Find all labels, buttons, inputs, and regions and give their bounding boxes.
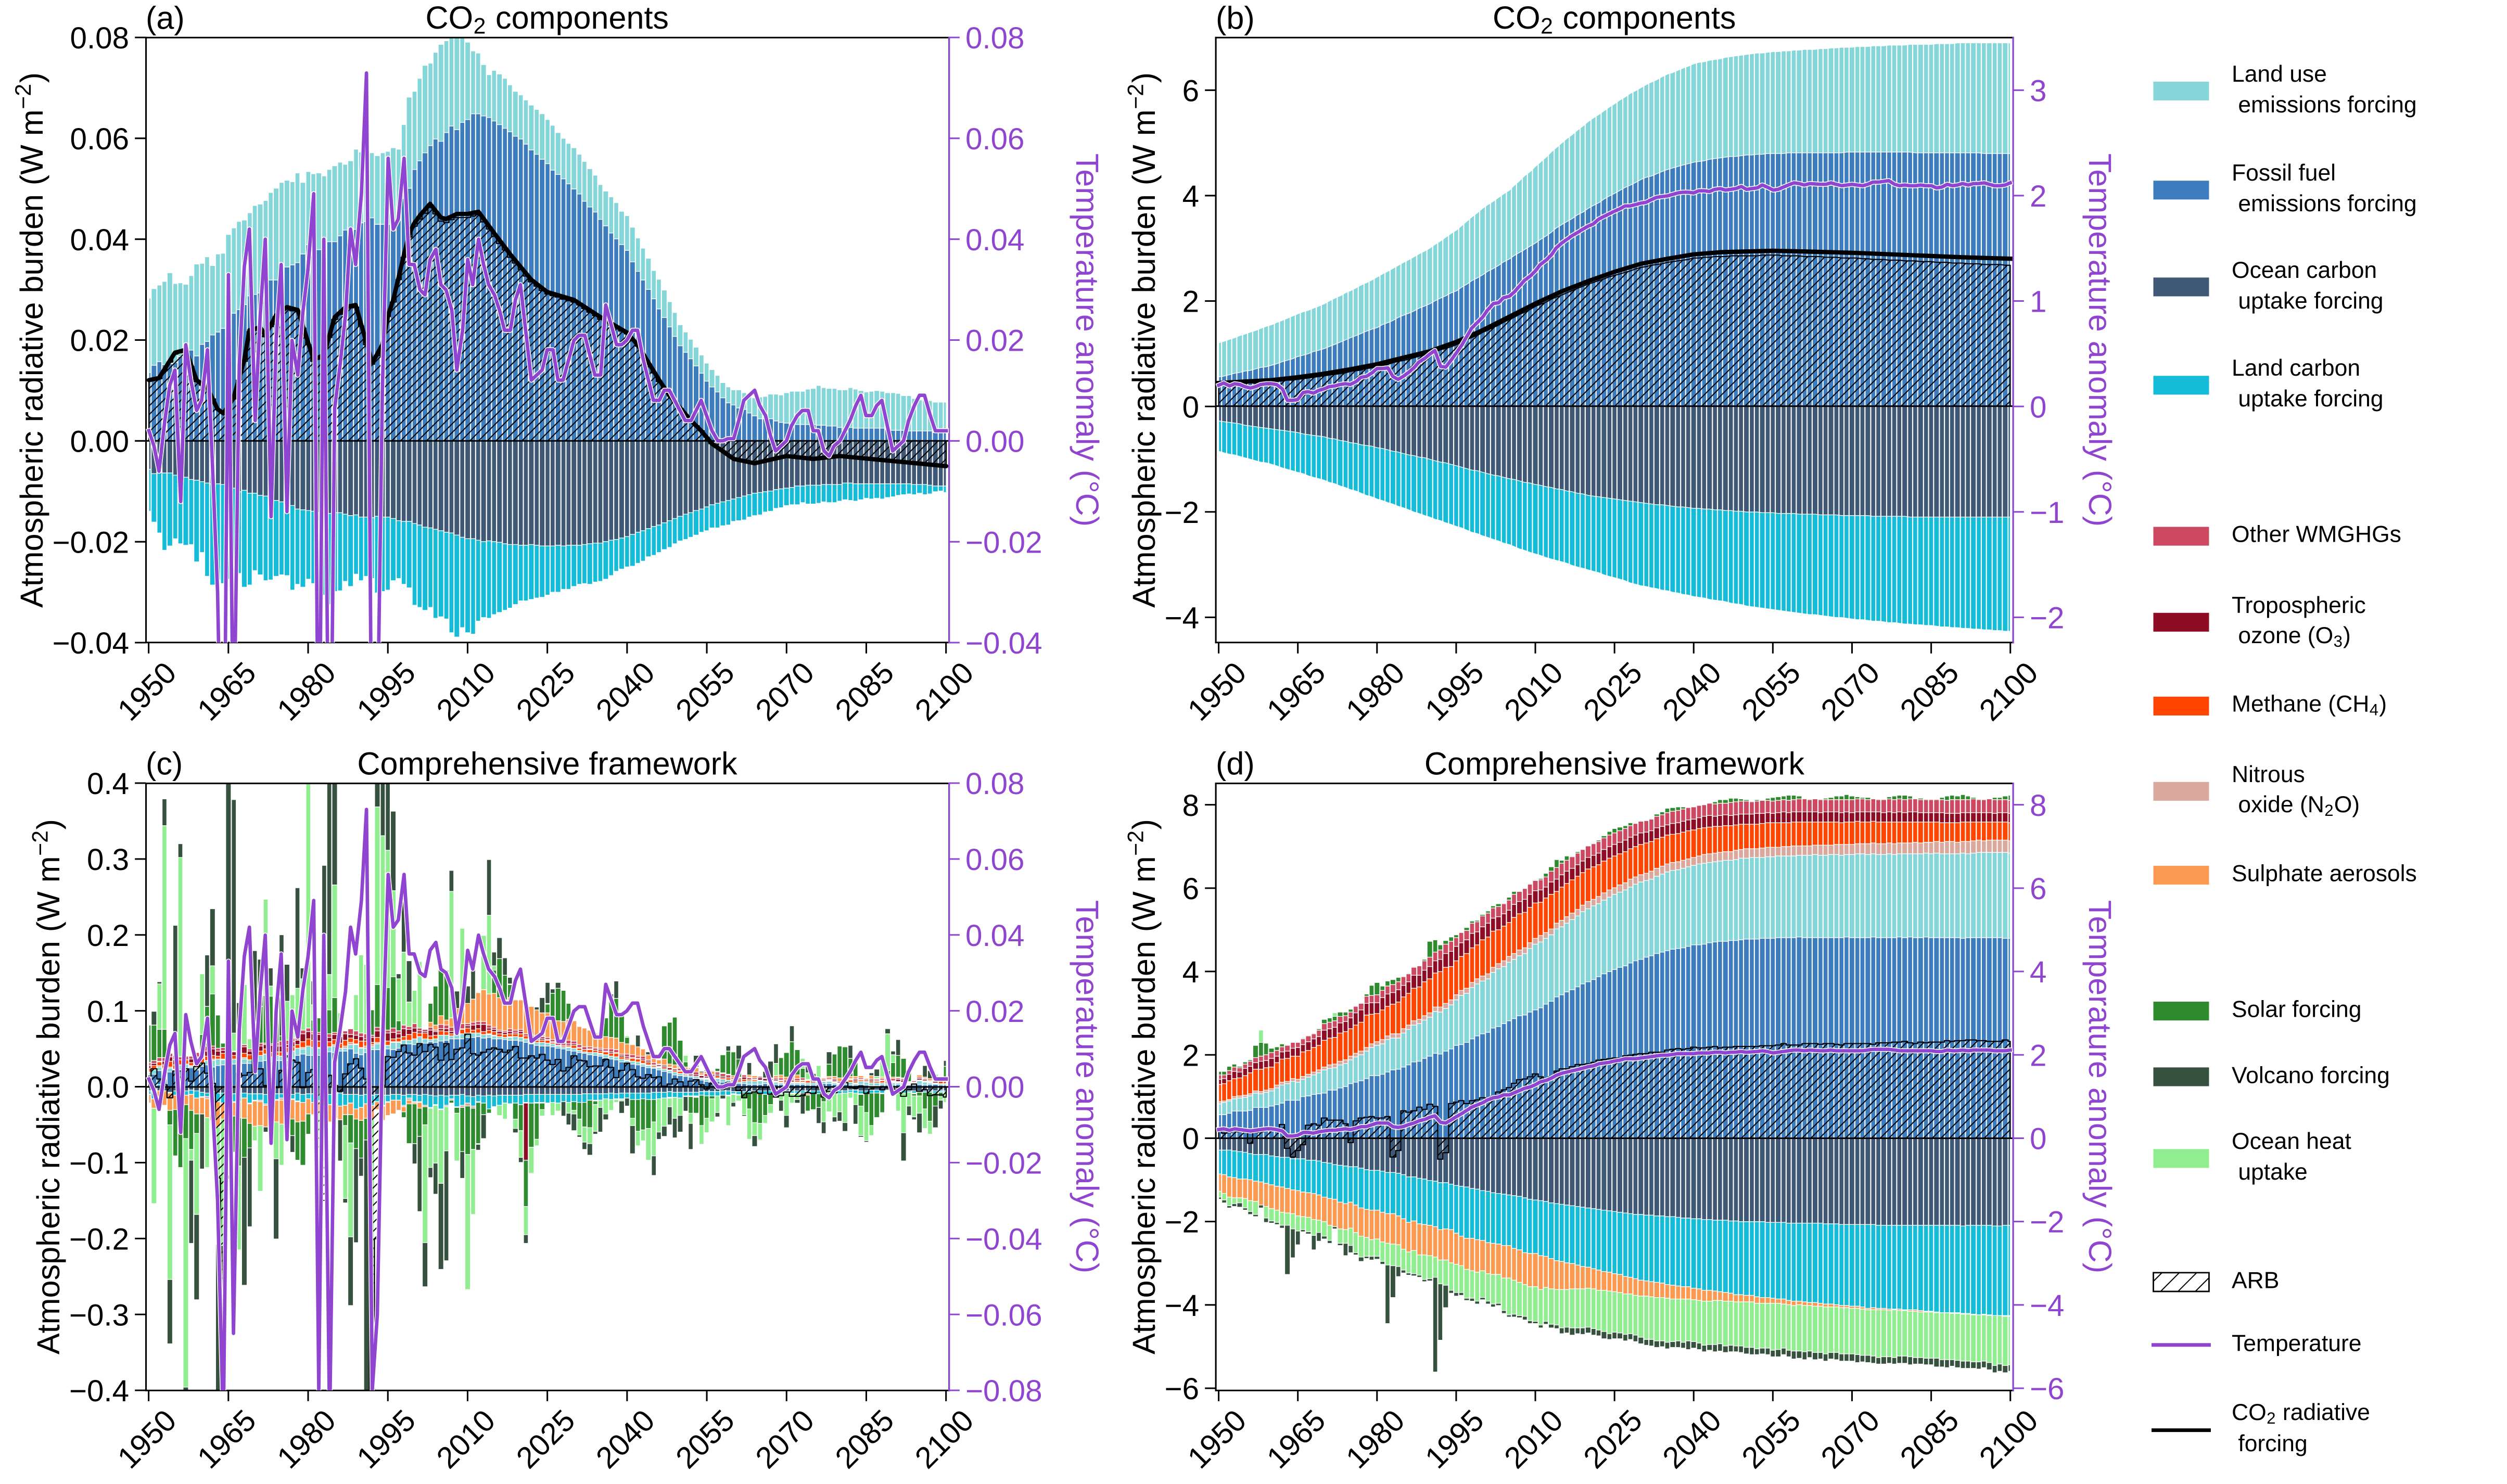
- svg-text:4: 4: [2030, 955, 2046, 989]
- svg-text:uptake forcing: uptake forcing: [2232, 386, 2384, 412]
- svg-text:(d): (d): [1216, 746, 1255, 781]
- svg-text:Land carbon: Land carbon: [2232, 355, 2360, 381]
- svg-text:emissions forcing: emissions forcing: [2232, 191, 2417, 216]
- svg-text:−0.08: −0.08: [965, 1374, 1042, 1408]
- svg-text:0.00: 0.00: [965, 425, 1025, 458]
- svg-text:−0.02: −0.02: [965, 1147, 1042, 1181]
- svg-text:C O r a: C O r a d i a t i v e 2: [2232, 1400, 2373, 1427]
- svg-text:Temperature anomaly (°C): Temperature anomaly (°C): [1070, 153, 1105, 527]
- svg-text:uptake forcing: uptake forcing: [2232, 288, 2384, 314]
- svg-text:−0.02: −0.02: [52, 526, 129, 559]
- svg-text:Solar forcing: Solar forcing: [2232, 996, 2361, 1022]
- svg-text:−2: −2: [1165, 1206, 1200, 1239]
- svg-text:0.00: 0.00: [965, 1071, 1025, 1105]
- svg-text:0.02: 0.02: [70, 324, 130, 358]
- svg-text:−1: −1: [2030, 496, 2065, 530]
- svg-text:(a): (a): [146, 0, 185, 35]
- svg-text:−4: −4: [1165, 1289, 1200, 1323]
- svg-text:−0.04: −0.04: [965, 1222, 1042, 1256]
- svg-text:Temperature anomaly (°C): Temperature anomaly (°C): [2082, 900, 2118, 1273]
- svg-text:−4: −4: [1165, 602, 1200, 635]
- svg-text:4: 4: [1182, 180, 1199, 213]
- svg-text:Nitrous: Nitrous: [2232, 762, 2305, 787]
- svg-text:Sulphate aerosols: Sulphate aerosols: [2232, 861, 2417, 886]
- svg-text:A t m o: A t m o s p h e r i c r a d i a t i v e …: [11, 69, 49, 608]
- svg-text:−6: −6: [2030, 1372, 2065, 1406]
- svg-text:0.04: 0.04: [965, 223, 1025, 257]
- svg-text:0.00: 0.00: [70, 425, 130, 458]
- svg-text:2: 2: [2030, 180, 2046, 213]
- svg-text:0: 0: [1182, 390, 1199, 424]
- svg-text:0.06: 0.06: [965, 122, 1025, 156]
- svg-text:6: 6: [1182, 872, 1199, 906]
- svg-text:0.06: 0.06: [965, 843, 1025, 877]
- svg-text:uptake: uptake: [2232, 1159, 2308, 1185]
- svg-text:−0.04: −0.04: [52, 626, 129, 660]
- svg-text:C O c: C O c o m p o n e n t s 2: [1493, 0, 1739, 39]
- svg-text:forcing: forcing: [2232, 1431, 2308, 1456]
- svg-text:−0.3: −0.3: [69, 1298, 129, 1332]
- svg-text:A t m o: A t m o s p h e r i c r a d i a t i v e …: [1123, 69, 1162, 608]
- svg-text:−6: −6: [1165, 1372, 1200, 1406]
- svg-text:−0.2: −0.2: [69, 1222, 129, 1256]
- svg-text:o z o n e: o z o n e ( O ) 3: [2232, 623, 2354, 650]
- svg-text:Temperature anomaly (°C): Temperature anomaly (°C): [1070, 900, 1105, 1273]
- svg-text:2: 2: [1182, 1039, 1199, 1072]
- svg-text:−2: −2: [2030, 602, 2065, 635]
- svg-text:0.02: 0.02: [965, 324, 1025, 358]
- svg-text:M e t h a: M e t h a n e ( C H ) 4: [2232, 691, 2390, 719]
- svg-text:0.3: 0.3: [87, 843, 129, 877]
- svg-text:0.04: 0.04: [965, 919, 1025, 953]
- svg-text:8: 8: [1182, 789, 1199, 823]
- svg-text:2: 2: [1182, 285, 1199, 319]
- svg-text:A t m o: A t m o s p h e r i c r a d i a t i v e …: [28, 816, 67, 1354]
- svg-text:0: 0: [1182, 1122, 1199, 1156]
- svg-text:Volcano forcing: Volcano forcing: [2232, 1063, 2390, 1088]
- svg-text:C O c: C O c o m p o n e n t s 2: [425, 0, 672, 39]
- svg-text:0.2: 0.2: [87, 919, 129, 953]
- svg-text:1: 1: [2030, 285, 2046, 319]
- svg-text:Fossil fuel: Fossil fuel: [2232, 160, 2336, 186]
- svg-text:Comprehensive framework: Comprehensive framework: [357, 746, 737, 781]
- svg-text:−2: −2: [2030, 1206, 2065, 1239]
- svg-text:3: 3: [2030, 74, 2046, 108]
- svg-text:Temperature anomaly (°C): Temperature anomaly (°C): [2082, 153, 2118, 527]
- svg-text:0.06: 0.06: [70, 122, 130, 156]
- svg-text:−0.02: −0.02: [965, 526, 1042, 559]
- svg-text:0.02: 0.02: [965, 995, 1025, 1029]
- svg-text:−0.04: −0.04: [965, 626, 1042, 660]
- svg-text:2: 2: [2030, 1039, 2046, 1072]
- svg-text:−0.06: −0.06: [965, 1298, 1042, 1332]
- svg-text:Land use: Land use: [2232, 61, 2327, 87]
- svg-text:−4: −4: [2030, 1289, 2065, 1323]
- svg-text:(c): (c): [146, 746, 183, 781]
- svg-text:Other WMGHGs: Other WMGHGs: [2232, 521, 2401, 547]
- svg-text:6: 6: [2030, 872, 2046, 906]
- svg-text:0.0: 0.0: [87, 1071, 129, 1105]
- svg-text:emissions forcing: emissions forcing: [2232, 92, 2417, 118]
- svg-text:0.4: 0.4: [87, 767, 129, 801]
- svg-text:0: 0: [2030, 1122, 2046, 1156]
- svg-text:0.08: 0.08: [965, 767, 1025, 801]
- svg-text:A t m o: A t m o s p h e r i c r a d i a t i v e …: [1123, 816, 1162, 1354]
- svg-text:4: 4: [1182, 955, 1199, 989]
- svg-text:0.08: 0.08: [70, 21, 130, 55]
- svg-text:−0.4: −0.4: [69, 1374, 129, 1408]
- svg-text:Temperature: Temperature: [2232, 1331, 2361, 1356]
- svg-text:(b): (b): [1216, 0, 1255, 35]
- svg-text:Ocean carbon: Ocean carbon: [2232, 258, 2377, 283]
- svg-text:Ocean heat: Ocean heat: [2232, 1129, 2351, 1154]
- svg-text:6: 6: [1182, 74, 1199, 108]
- svg-text:o x i d e: o x i d e ( N O ) 2: [2232, 792, 2363, 820]
- svg-text:Comprehensive framework: Comprehensive framework: [1424, 746, 1805, 781]
- svg-text:0.1: 0.1: [87, 995, 129, 1029]
- svg-text:−2: −2: [1165, 496, 1200, 530]
- svg-text:Tropospheric: Tropospheric: [2232, 593, 2366, 618]
- svg-text:−0.1: −0.1: [69, 1147, 129, 1181]
- svg-text:8: 8: [2030, 789, 2046, 823]
- svg-text:0: 0: [2030, 390, 2046, 424]
- svg-text:0.04: 0.04: [70, 223, 130, 257]
- svg-text:ARB: ARB: [2232, 1268, 2279, 1293]
- svg-text:0.08: 0.08: [965, 21, 1025, 55]
